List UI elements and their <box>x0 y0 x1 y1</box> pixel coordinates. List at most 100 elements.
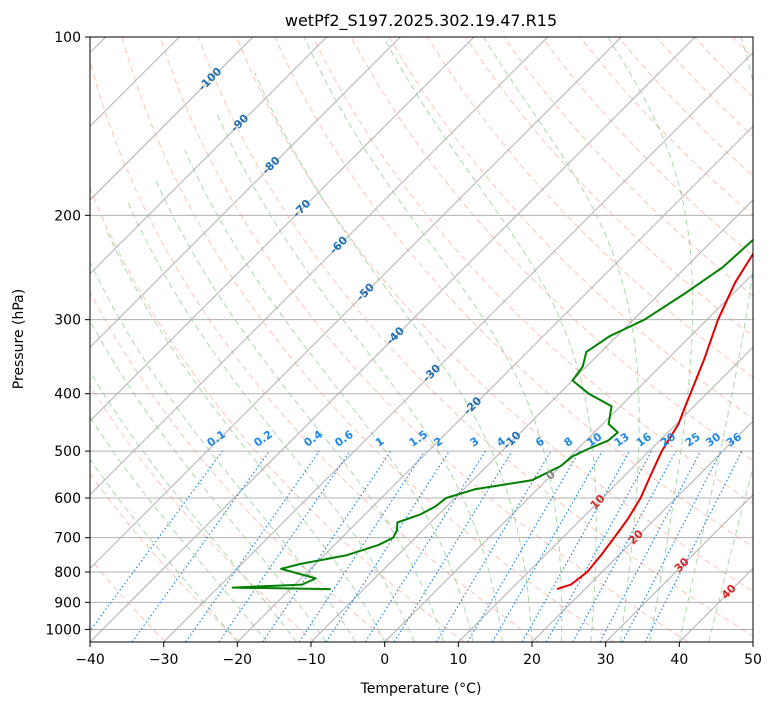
dry-adiabat-270 <box>90 291 390 642</box>
dry-adiabat-300 <box>121 37 614 642</box>
mixing-ratio-label: 0.2 <box>252 428 275 450</box>
dry-adiabat-280 <box>90 186 465 642</box>
moist-adiabat--4 <box>90 260 356 642</box>
isotherm--30 <box>163 51 753 642</box>
moist-adiabat-20 <box>254 72 533 642</box>
moist-adiabat-8 <box>155 180 445 642</box>
dry-adiabat-250 <box>90 472 241 642</box>
x-tick-label: 40 <box>670 652 688 668</box>
moist-adiabat-4 <box>127 201 415 642</box>
mixing-ratio-label: 1.5 <box>407 428 430 450</box>
y-tick-label: 500 <box>54 444 81 460</box>
isotherm--20 <box>236 125 753 642</box>
moist-adiabat--20 <box>90 458 238 642</box>
isotherm--60 <box>90 37 549 496</box>
y-tick-label: 700 <box>54 531 81 547</box>
mixing-ratio-label: 16 <box>634 430 654 450</box>
y-tick-label: 300 <box>54 313 81 329</box>
dry-adiabat-440 <box>656 37 753 138</box>
mixing-ratio-line-8 <box>466 450 580 642</box>
dry-adiabat-340 <box>274 37 753 548</box>
dry-adiabat-450 <box>694 37 753 98</box>
mixing-ratio-line-3 <box>364 450 486 642</box>
isotherm-10 <box>457 346 753 642</box>
y-axis-title: Pressure (hPa) <box>11 289 27 389</box>
x-tick-label: −30 <box>149 652 179 668</box>
mixing-ratio-label: 0.6 <box>332 428 356 450</box>
moist-adiabat-12 <box>184 149 474 642</box>
dry-adiabat-290 <box>90 59 540 642</box>
mixing-ratio-line-10 <box>491 450 603 642</box>
mixing-ratio-line-36 <box>644 450 743 642</box>
mixing-ratio-line-0.4 <box>185 450 320 642</box>
data-series <box>231 238 753 591</box>
isotherm-20 <box>531 420 753 642</box>
dry-adiabat-370 <box>388 37 753 420</box>
mixing-ratio-line-4 <box>393 450 513 642</box>
moist-adiabat--16 <box>90 416 268 642</box>
x-tick-label: 0 <box>380 652 389 668</box>
dry-adiabat-260 <box>90 384 316 642</box>
moist-adiabat-36 <box>607 37 694 642</box>
mixing-ratio-label: 8 <box>562 435 576 450</box>
y-tick-label: 200 <box>54 208 81 224</box>
x-tick-label: 30 <box>597 652 615 668</box>
y-tick-label: 800 <box>54 565 81 581</box>
mixing-ratio-line-0.6 <box>218 450 351 642</box>
dry-adiabat-310 <box>159 37 689 642</box>
x-tick-label: 20 <box>523 652 541 668</box>
y-tick-label: 600 <box>54 491 81 507</box>
isotherm--40 <box>90 37 696 642</box>
dry-adiabat-390 <box>465 37 753 338</box>
mixing-ratio-label: 25 <box>683 430 703 449</box>
isotherm--50 <box>90 37 622 570</box>
mixing-ratio-line-6 <box>435 450 552 642</box>
dry-adiabat-460 <box>732 37 753 59</box>
isotherm--10 <box>310 199 753 642</box>
isotherm--90 <box>90 37 328 275</box>
temperature-profile <box>556 252 753 591</box>
mixing-ratio-label: 10 <box>584 430 604 450</box>
axes: −40 −30 −20 −10 0 10 20 30 40 5010020030040050060… <box>45 30 762 668</box>
isotherm--80 <box>90 37 401 349</box>
moist-adiabat-24 <box>303 37 563 642</box>
line-labels: 0.1 0.2 0.4 0.6 1 1.5 2 3 4 6 8 10 13 16 20 25 30 36-100-… <box>196 65 745 602</box>
isotherm-0 <box>384 272 753 642</box>
dry-adiabat-330 <box>236 37 753 592</box>
moist-adiabat-32 <box>482 37 640 642</box>
x-tick-label: −10 <box>296 652 326 668</box>
mixing-ratio-label: 20 <box>658 430 678 450</box>
mixing-ratio-line-13 <box>521 450 631 642</box>
isotherm--70 <box>90 37 475 422</box>
moist-adiabat-44 <box>708 466 753 642</box>
x-tick-label: 10 <box>449 652 467 668</box>
moist-adiabat-28 <box>383 37 597 642</box>
mixing-ratio-label: 0.1 <box>205 428 228 450</box>
x-tick-label: −20 <box>223 652 253 668</box>
dry-adiabat-360 <box>350 37 753 462</box>
isotherm--100 <box>90 37 254 201</box>
dry-adiabat-380 <box>426 37 753 378</box>
mixing-ratio-label: 13 <box>612 430 632 449</box>
mixing-ratio-label: 1 <box>373 435 387 450</box>
moist-adiabat-40 <box>678 37 753 642</box>
moist-adiabat--8 <box>90 319 327 642</box>
mixing-ratio-line-16 <box>545 450 653 642</box>
mixing-ratio-label: 3 <box>468 435 482 450</box>
isotherm-30 <box>605 493 753 642</box>
background-lines <box>90 37 753 642</box>
dry-adiabat-350 <box>312 37 753 505</box>
isotherm-50 <box>752 641 753 642</box>
x-tick-label: −40 <box>75 652 105 668</box>
moist-adiabat-16 <box>216 113 503 642</box>
x-tick-label: 50 <box>744 652 762 668</box>
mixing-ratio-label: 0.4 <box>302 428 326 450</box>
dewpoint-profile <box>231 238 753 591</box>
chart-title: wetPf2_S197.2025.302.19.47.R15 <box>285 11 557 31</box>
x-axis-title: Temperature (°C) <box>360 681 482 697</box>
mixing-ratio-line-20 <box>572 450 677 642</box>
y-tick-label: 1000 <box>45 622 81 638</box>
moist-adiabat-0 <box>104 227 386 642</box>
mixing-ratio-line-0.1 <box>90 450 223 632</box>
